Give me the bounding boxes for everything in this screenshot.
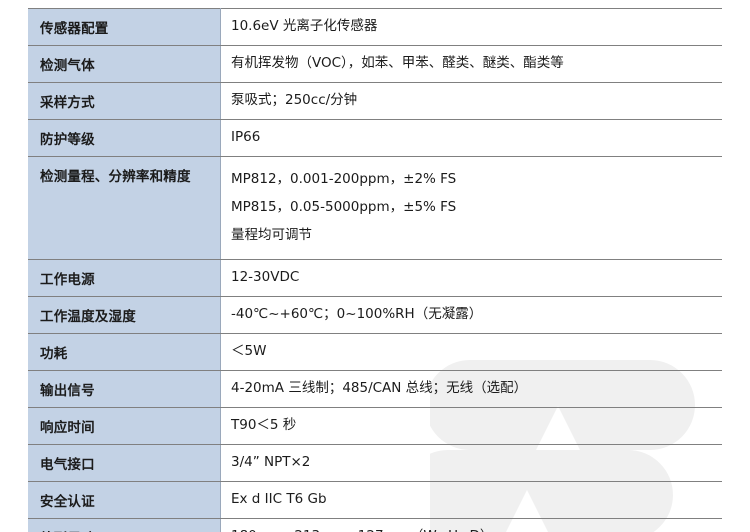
table-row: 电气接口 3/4” NPT×2 [28, 444, 722, 482]
table-row: 响应时间 T90＜5 秒 [28, 407, 722, 445]
row-label-sensor-config: 传感器配置 [28, 8, 221, 46]
table-row: 工作电源 12-30VDC [28, 259, 722, 297]
row-label-safety-certification: 安全认证 [28, 481, 221, 519]
row-value-dimensions: 180mm×213mm×127mm（W×H×D） [220, 518, 722, 532]
row-label-power-consumption: 功耗 [28, 333, 221, 371]
value-line: 12-30VDC [231, 269, 300, 285]
value-line: IP66 [231, 129, 261, 145]
value-line: T90＜5 秒 [231, 417, 297, 433]
table-row: 检测量程、分辨率和精度 MP812，0.001-200ppm，±2% FS MP… [28, 156, 722, 260]
value-line: 3/4” NPT×2 [231, 454, 311, 470]
row-label-range-resolution-accuracy: 检测量程、分辨率和精度 [28, 156, 221, 260]
row-label-dimensions: 外形尺寸 [28, 518, 221, 532]
row-value-power-consumption: ＜5W [220, 333, 722, 371]
row-value-output-signal: 4-20mA 三线制；485/CAN 总线；无线（选配） [220, 370, 722, 408]
row-label-detected-gas: 检测气体 [28, 45, 221, 83]
table-row: 外形尺寸 180mm×213mm×127mm（W×H×D） [28, 518, 722, 532]
row-label-electrical-interface: 电气接口 [28, 444, 221, 482]
value-line: 有机挥发物（VOC），如苯、甲苯、醛类、醚类、酯类等 [231, 55, 564, 71]
value-line-2: MP815，0.05-5000ppm，±5% FS [231, 199, 457, 215]
row-value-power-supply: 12-30VDC [220, 259, 722, 297]
specification-table-body: 传感器配置 10.6eV 光离子化传感器 检测气体 有机挥发物（VOC），如苯、… [28, 8, 722, 532]
row-label-operating-temp-humidity: 工作温度及湿度 [28, 296, 221, 334]
value-line-3: 量程均可调节 [231, 227, 312, 243]
row-label-sampling-method: 采样方式 [28, 82, 221, 120]
row-value-sampling-method: 泵吸式；250cc/分钟 [220, 82, 722, 120]
value-line: -40℃~+60℃；0~100%RH（无凝露） [231, 306, 483, 322]
table-row: 检测气体 有机挥发物（VOC），如苯、甲苯、醛类、醚类、酯类等 [28, 45, 722, 83]
specification-table: 传感器配置 10.6eV 光离子化传感器 检测气体 有机挥发物（VOC），如苯、… [28, 8, 722, 532]
value-line: 180mm×213mm×127mm（W×H×D） [231, 523, 714, 532]
value-line: 4-20mA 三线制；485/CAN 总线；无线（选配） [231, 380, 528, 396]
row-label-power-supply: 工作电源 [28, 259, 221, 297]
table-row: 安全认证 Ex d IIC T6 Gb [28, 481, 722, 519]
table-row: 功耗 ＜5W [28, 333, 722, 371]
row-label-protection-rating: 防护等级 [28, 119, 221, 157]
row-label-output-signal: 输出信号 [28, 370, 221, 408]
table-row: 工作温度及湿度 -40℃~+60℃；0~100%RH（无凝露） [28, 296, 722, 334]
specification-table-container: 传感器配置 10.6eV 光离子化传感器 检测气体 有机挥发物（VOC），如苯、… [28, 8, 722, 532]
table-row: 传感器配置 10.6eV 光离子化传感器 [28, 8, 722, 46]
row-label-response-time: 响应时间 [28, 407, 221, 445]
table-row: 采样方式 泵吸式；250cc/分钟 [28, 82, 722, 120]
table-row: 输出信号 4-20mA 三线制；485/CAN 总线；无线（选配） [28, 370, 722, 408]
row-value-detected-gas: 有机挥发物（VOC），如苯、甲苯、醛类、醚类、酯类等 [220, 45, 722, 83]
value-line-1: MP812，0.001-200ppm，±2% FS [231, 171, 457, 187]
row-value-range-resolution-accuracy: MP812，0.001-200ppm，±2% FS MP815，0.05-500… [220, 156, 722, 260]
value-line: 泵吸式；250cc/分钟 [231, 92, 358, 108]
row-value-electrical-interface: 3/4” NPT×2 [220, 444, 722, 482]
value-line: ＜5W [231, 343, 267, 359]
row-value-protection-rating: IP66 [220, 119, 722, 157]
value-line: Ex d IIC T6 Gb [231, 491, 327, 507]
row-value-operating-temp-humidity: -40℃~+60℃；0~100%RH（无凝露） [220, 296, 722, 334]
row-value-safety-certification: Ex d IIC T6 Gb [220, 481, 722, 519]
row-value-response-time: T90＜5 秒 [220, 407, 722, 445]
row-value-sensor-config: 10.6eV 光离子化传感器 [220, 8, 722, 46]
value-line: 10.6eV 光离子化传感器 [231, 18, 378, 34]
table-row: 防护等级 IP66 [28, 119, 722, 157]
